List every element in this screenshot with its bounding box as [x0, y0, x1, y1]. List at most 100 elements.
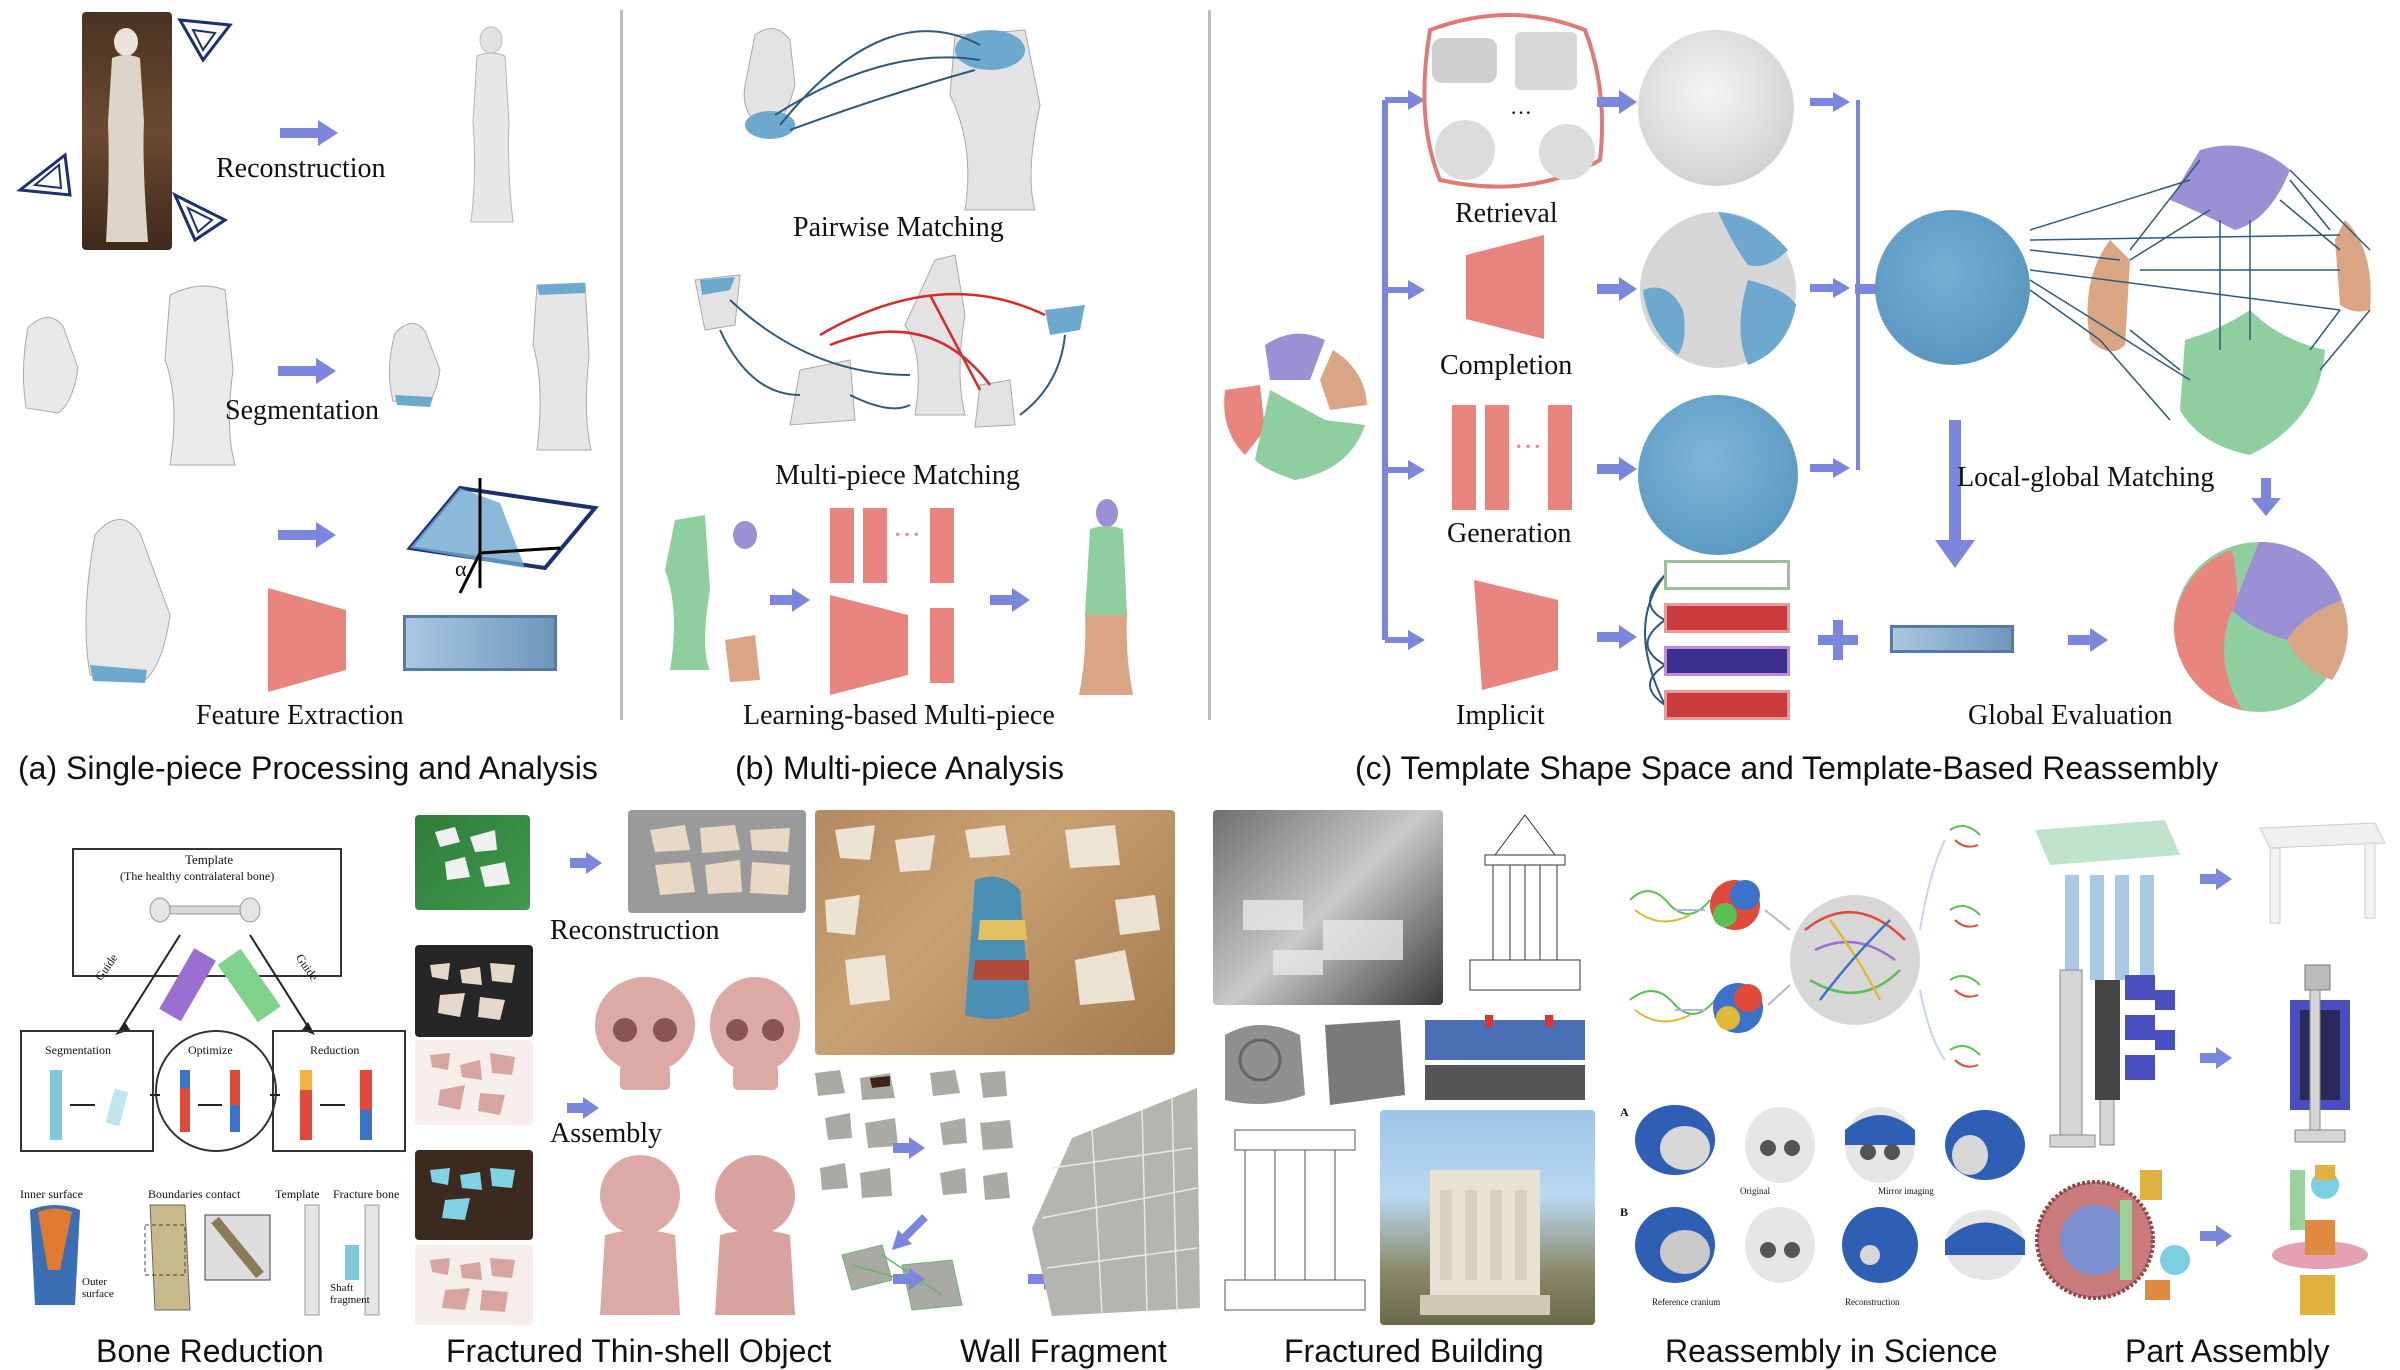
wall-assembled: [1032, 1088, 1200, 1316]
segmentation-box: [20, 1030, 154, 1152]
ruins-stones: [1243, 900, 1403, 975]
buddha-figure: [600, 1155, 680, 1315]
dots: ···: [1514, 432, 1542, 463]
label-pairwise-matching: Pairwise Matching: [793, 212, 1004, 243]
protein-assembly: [1629, 825, 1981, 1068]
bone-icon: [149, 897, 261, 923]
label-global-evaluation: Global Evaluation: [1968, 700, 2173, 731]
label-retrieval: Retrieval: [1455, 198, 1558, 229]
arrow-right-icon: [570, 852, 602, 874]
separator: [1208, 10, 1211, 720]
skull-row-a: [1635, 1105, 2025, 1183]
segmented-torso: [388, 323, 441, 407]
arrow-right-icon: [1597, 277, 1637, 301]
arrow-right-icon: [278, 358, 336, 384]
bone-contact-view: [144, 1204, 271, 1311]
optimize-bones: [180, 1070, 240, 1132]
template-title: Template: [185, 852, 234, 867]
encoder-trapezoid: [830, 595, 908, 695]
pink-chips: [430, 1258, 515, 1312]
branch-arrows: [1382, 90, 1425, 650]
reduction-box: [272, 1030, 406, 1152]
encoder-trapezoid: [1474, 580, 1558, 690]
feature-box-icon: [406, 478, 599, 594]
blue-chips: [430, 1168, 515, 1220]
arrow-right-icon: [2068, 628, 2108, 652]
camera-icon: [177, 18, 233, 63]
machine-assembled: [2290, 964, 2350, 1143]
reconstructed-statue: [470, 26, 514, 223]
caption-science: Reassembly in Science: [1665, 1333, 1998, 1369]
template-fracture-bones: [304, 1204, 380, 1316]
guide-arrows: [115, 934, 315, 1035]
camera-icon: [171, 191, 228, 243]
caption-fractured-building: Fractured Building: [1284, 1333, 1544, 1369]
learning-input-pieces: [665, 515, 760, 682]
network-block: [930, 508, 954, 583]
arrow-right-icon: [280, 120, 338, 146]
skull-icon: [595, 977, 695, 1090]
pairwise-fragments: [743, 28, 1041, 211]
caption-panel-a: (a) Single-piece Processing and Analysis: [18, 750, 598, 786]
assembled-statue: [1079, 499, 1133, 695]
stone-slab: [1425, 1015, 1585, 1100]
inner-surface-label: Inner surface: [20, 1187, 83, 1201]
arrow-right-icon: [1597, 457, 1637, 481]
arrow-diagonal-icon: [892, 1214, 928, 1250]
restored-building: [1420, 1170, 1550, 1315]
multi-piece-fragments: [694, 254, 1085, 428]
label-learning-based: Learning-based Multi-piece: [743, 700, 1055, 731]
template-subtitle: (The healthy contralateral bone): [120, 869, 275, 883]
arrow-right-icon: [770, 588, 810, 612]
arrow-down-icon: [2251, 478, 2281, 516]
network-block: [1452, 405, 1476, 510]
arrow-right-icon: [2200, 1225, 2232, 1247]
encoder-trapezoid: [1466, 235, 1544, 339]
label-implicit: Implicit: [1456, 700, 1545, 731]
retrieval-library: [1422, 13, 1605, 189]
photo-pink-chips: [415, 1040, 533, 1125]
arrow-right-icon: [990, 588, 1030, 612]
arrow-right-icon: [893, 1268, 925, 1290]
network-block: [1548, 405, 1572, 510]
statue-figure: [106, 28, 148, 242]
label-local-global-matching: Local-global Matching: [1957, 462, 2215, 493]
label-multi-piece-matching: Multi-piece Matching: [775, 460, 1020, 491]
photo-blue-chips: [415, 1150, 533, 1240]
reduction-bones: [300, 1070, 372, 1140]
caption-panel-c: (c) Template Shape Space and Template-Ba…: [1355, 750, 2219, 786]
shaft-fragment-label: Shaft fragment: [330, 1282, 370, 1306]
template-label: Template: [275, 1187, 320, 1201]
label-b: B: [1620, 1205, 1629, 1219]
stone-fragment: [1325, 1020, 1405, 1105]
label-a: A: [1620, 1105, 1629, 1119]
reference-label: Reference cranium: [1652, 1297, 1721, 1307]
wall-pieces-labeled: [930, 1070, 1013, 1200]
label-generation: Generation: [1447, 518, 1572, 549]
skull-icon: [710, 977, 800, 1090]
separator: [620, 10, 623, 720]
fracture-bone-label: Fracture bone: [333, 1187, 400, 1201]
camera-icon: [16, 152, 72, 197]
plus-icon: [1818, 620, 1858, 660]
wall-partial-assembly: [841, 1244, 963, 1311]
buddha-back: [715, 1155, 795, 1315]
arrow-right-icon: [893, 1137, 925, 1159]
segmented-legs: [532, 282, 592, 451]
machine-parts: [2049, 969, 2175, 1148]
pink-chips: [430, 1053, 515, 1115]
alpha-symbol: α: [455, 556, 467, 581]
final-assembled-plate: [2174, 541, 2348, 712]
original-label: Original: [1740, 1186, 1770, 1196]
optimize-circle: [155, 1030, 277, 1152]
network-block: [830, 508, 854, 583]
template-plate: [1875, 210, 2030, 365]
completed-plate: [1640, 212, 1796, 368]
outer-surface-label: Outer surface: [82, 1276, 114, 1300]
table-assembled: [2259, 822, 2386, 924]
wall-pieces-scattered: [815, 1070, 898, 1198]
stone-fragment: [1225, 1025, 1305, 1104]
cycle-arrows: [150, 1094, 280, 1096]
label-reconstruction: Reconstruction: [550, 915, 720, 946]
label-completion: Completion: [1440, 350, 1573, 381]
